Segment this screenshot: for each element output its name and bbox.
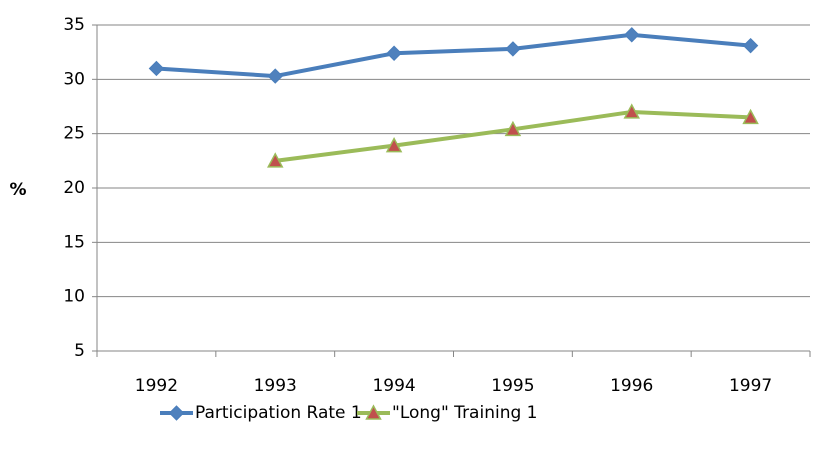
y-axis-label: %	[9, 180, 26, 200]
marker	[742, 108, 759, 125]
marker	[624, 27, 640, 43]
x-tick-label: 1995	[491, 376, 534, 396]
y-tick-label: 10	[63, 287, 85, 307]
x-tick-label: 1993	[254, 376, 297, 396]
y-tick-label: 35	[63, 15, 85, 35]
x-tick-label: 1994	[372, 376, 415, 396]
legend-label: "Long" Training 1	[392, 403, 537, 423]
x-tick-label: 1997	[729, 376, 772, 396]
x-tick-label: 1992	[135, 376, 178, 396]
x-tick-label: 1996	[610, 376, 653, 396]
series-line	[156, 32, 751, 79]
y-tick-label: 20	[63, 178, 85, 198]
marker	[623, 103, 641, 119]
legend-label: Participation Rate 1	[195, 403, 362, 423]
marker	[504, 120, 522, 137]
y-tick-label: 15	[63, 232, 85, 252]
marker	[386, 45, 402, 61]
marker	[505, 41, 521, 57]
marker	[742, 37, 759, 54]
y-tick-label: 30	[63, 69, 85, 89]
y-tick-label: 25	[63, 124, 85, 144]
marker	[168, 405, 185, 421]
y-tick-label: 5	[74, 341, 85, 361]
marker	[365, 404, 382, 420]
marker	[148, 60, 165, 77]
series-line	[274, 109, 751, 163]
marker	[267, 68, 283, 84]
marker	[266, 152, 284, 168]
marker	[385, 137, 403, 153]
